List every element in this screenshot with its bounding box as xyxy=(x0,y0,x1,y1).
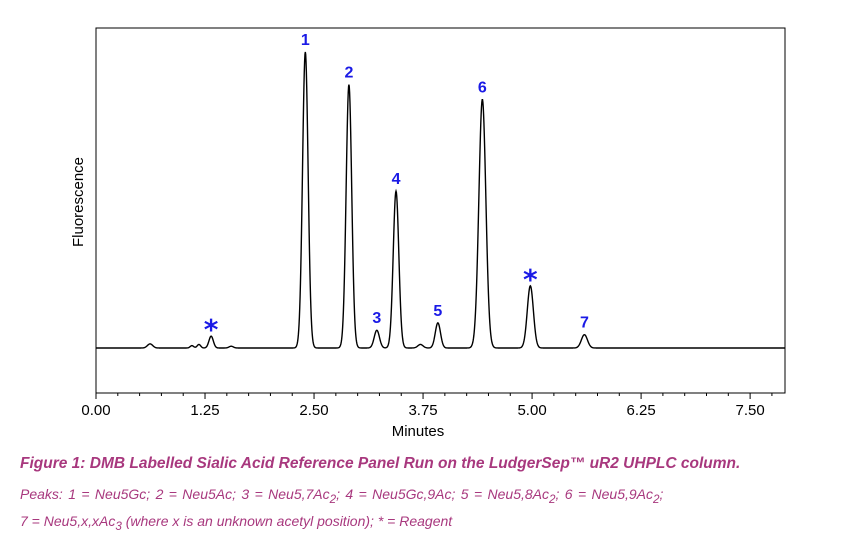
x-tick-label: 3.75 xyxy=(408,402,437,419)
peak-label-3: 3 xyxy=(372,310,381,327)
x-axis-tick-labels: 0.00 1.25 2.50 3.75 5.00 6.25 7.50 xyxy=(81,402,764,419)
reagent-peak-label: * xyxy=(523,263,538,296)
x-tick-label: 6.25 xyxy=(626,402,655,419)
x-axis-ticks xyxy=(95,393,773,399)
x-tick-label: 1.25 xyxy=(190,402,219,419)
x-axis-title: Minutes xyxy=(392,423,445,440)
caption-subscript: 2 xyxy=(653,492,660,506)
caption-peaks-text: Peaks: 1 = Neu5Gc; 2 = Neu5Ac; 3 = Neu5,… xyxy=(20,486,330,502)
reagent-peak-label: * xyxy=(204,313,219,346)
chromatogram-chart: 0.00 1.25 2.50 3.75 5.00 6.25 7.50 * 1 2 3 4 5 6 * 7 M… xyxy=(70,27,786,440)
x-tick-label: 0.00 xyxy=(81,402,110,419)
chromatogram-trace xyxy=(96,51,785,349)
peak-label-6: 6 xyxy=(478,79,487,96)
peak-label-7: 7 xyxy=(580,315,589,332)
x-tick-label: 2.50 xyxy=(299,402,328,419)
caption-peaks-text: ; 6 = Neu5,9Ac xyxy=(555,486,654,502)
peak-labels: * 1 2 3 4 5 6 * 7 xyxy=(204,32,589,346)
x-tick-label: 7.50 xyxy=(736,402,765,419)
peak-label-5: 5 xyxy=(433,303,442,320)
figure-caption-title: Figure 1: DMB Labelled Sialic Acid Refer… xyxy=(20,455,741,472)
figure-caption-peaks-line-1: Peaks: 1 = Neu5Gc; 2 = Neu5Ac; 3 = Neu5,… xyxy=(20,486,850,506)
caption-subscript: 2 xyxy=(329,492,337,506)
plot-area-frame xyxy=(95,27,786,394)
caption-subscript: 3 xyxy=(115,519,122,533)
caption-peaks-text: ; xyxy=(659,486,664,502)
peak-label-4: 4 xyxy=(392,171,401,188)
peak-label-1: 1 xyxy=(301,32,310,49)
caption-subscript: 2 xyxy=(549,492,556,506)
x-tick-label: 5.00 xyxy=(517,402,546,419)
caption-peaks-text: (where x is an unknown acetyl position);… xyxy=(121,513,453,529)
caption-peaks-text: 7 = Neu5,x,xAc xyxy=(20,513,116,529)
y-axis-title: Fluorescence xyxy=(70,157,87,247)
figure-caption-peaks-line-2: 7 = Neu5,x,xAc3 (where x is an unknown a… xyxy=(20,513,850,533)
peak-label-2: 2 xyxy=(344,65,353,82)
caption-peaks-text: ; 4 = Neu5Gc,9Ac; 5 = Neu5,8Ac xyxy=(336,486,550,502)
